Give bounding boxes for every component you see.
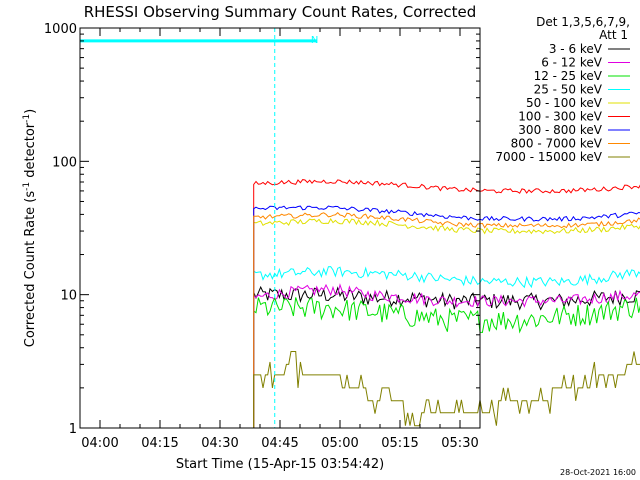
x-tick-label-3: 04:45 [261, 436, 298, 451]
series-line-8 [253, 351, 640, 428]
x-axis-label: Start Time (15-Apr-15 03:54:42) [176, 457, 384, 472]
footer-date: 28-Oct-2021 16:00 [560, 468, 636, 477]
legend-label-4: 50 - 100 keV [526, 96, 603, 110]
y-tick-label-1: 10 [60, 289, 77, 304]
series-line-7 [253, 212, 640, 428]
x-tick-label-0: 04:00 [81, 436, 118, 451]
series-line-3 [253, 266, 640, 428]
chart-title: RHESSI Observing Summary Count Rates, Co… [84, 3, 477, 21]
y-tick-label-3: 1000 [44, 22, 77, 37]
series-layer [253, 179, 640, 428]
y-axis-label-sup2: -1 [22, 114, 32, 123]
y-tick-label-0: 1 [69, 422, 77, 437]
legend-label-1: 6 - 12 keV [541, 56, 603, 70]
series-line-5 [253, 179, 640, 428]
y-tick-label-2: 100 [52, 155, 77, 170]
legend-label-6: 300 - 800 keV [518, 123, 602, 137]
legend-label-2: 12 - 25 keV [534, 69, 603, 83]
x-tick-label-2: 04:30 [201, 436, 238, 451]
legend-header-line-1: Det 1,3,5,6,7,9, [536, 15, 630, 29]
y-axis-label-end: ) [23, 109, 38, 114]
x-tick-label-5: 05:15 [381, 436, 418, 451]
legend-label-3: 25 - 50 keV [534, 83, 603, 97]
y-axis-label-sup1: -1 [22, 182, 32, 191]
x-tick-label-4: 05:00 [321, 436, 358, 451]
y-axis-label: Corrected Count Rate (s-1 detector-1) [22, 109, 38, 347]
y-axis-label-mid: detector [23, 122, 38, 182]
series-line-4 [253, 217, 640, 428]
y-axis-label-main: Corrected Count Rate (s [23, 191, 38, 348]
x-tick-label-1: 04:15 [141, 436, 178, 451]
legend-label-5: 100 - 300 keV [518, 110, 602, 124]
legend-label-7: 800 - 7000 keV [511, 137, 603, 151]
legend-label-8: 7000 - 15000 keV [495, 150, 602, 164]
series-line-1 [253, 283, 640, 428]
legend-header-line-2: Att 1 [599, 28, 628, 42]
series-line-6 [253, 205, 640, 428]
axis-layer: 1 10 100 1000 04:00 04:15 04:30 04:45 05:00 05:15… [44, 22, 480, 451]
x-tick-label-6: 05:30 [441, 436, 478, 451]
night-bar-label: N [311, 35, 318, 46]
series-line-2 [253, 296, 640, 428]
legend-label-0: 3 - 6 keV [549, 42, 603, 56]
